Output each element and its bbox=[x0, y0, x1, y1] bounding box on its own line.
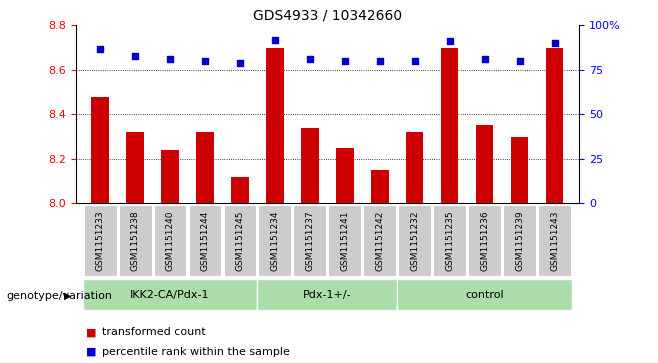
Point bbox=[515, 58, 525, 64]
FancyBboxPatch shape bbox=[224, 205, 257, 276]
Text: GSM1151238: GSM1151238 bbox=[130, 210, 139, 271]
Point bbox=[374, 58, 385, 64]
Point bbox=[409, 58, 420, 64]
Text: ▶: ▶ bbox=[64, 291, 71, 301]
FancyBboxPatch shape bbox=[503, 205, 536, 276]
FancyBboxPatch shape bbox=[397, 280, 572, 310]
FancyBboxPatch shape bbox=[153, 205, 186, 276]
FancyBboxPatch shape bbox=[363, 205, 396, 276]
Text: GSM1151239: GSM1151239 bbox=[515, 210, 524, 271]
FancyBboxPatch shape bbox=[257, 280, 397, 310]
Text: genotype/variation: genotype/variation bbox=[7, 291, 113, 301]
Point bbox=[444, 38, 455, 44]
Point bbox=[305, 56, 315, 62]
Text: GSM1151234: GSM1151234 bbox=[270, 210, 280, 271]
Text: GSM1151236: GSM1151236 bbox=[480, 210, 489, 271]
Point bbox=[164, 56, 175, 62]
FancyBboxPatch shape bbox=[433, 205, 466, 276]
Point bbox=[95, 46, 105, 52]
Point bbox=[549, 40, 560, 46]
FancyBboxPatch shape bbox=[293, 205, 326, 276]
Bar bbox=[406, 132, 424, 203]
Text: Pdx-1+/-: Pdx-1+/- bbox=[303, 290, 351, 300]
Point bbox=[235, 60, 245, 66]
Text: GSM1151241: GSM1151241 bbox=[340, 210, 349, 271]
Point bbox=[480, 56, 490, 62]
FancyBboxPatch shape bbox=[328, 205, 361, 276]
FancyBboxPatch shape bbox=[468, 205, 501, 276]
Text: percentile rank within the sample: percentile rank within the sample bbox=[102, 347, 290, 357]
Bar bbox=[91, 97, 109, 203]
Text: GSM1151233: GSM1151233 bbox=[95, 210, 105, 271]
Text: GSM1151242: GSM1151242 bbox=[375, 210, 384, 271]
Text: GSM1151244: GSM1151244 bbox=[201, 210, 209, 271]
Title: GDS4933 / 10342660: GDS4933 / 10342660 bbox=[253, 9, 402, 23]
Bar bbox=[196, 132, 214, 203]
Text: GSM1151237: GSM1151237 bbox=[305, 210, 315, 271]
Bar bbox=[126, 132, 144, 203]
Text: GSM1151235: GSM1151235 bbox=[445, 210, 454, 271]
FancyBboxPatch shape bbox=[398, 205, 431, 276]
Bar bbox=[476, 126, 494, 203]
Bar bbox=[511, 136, 528, 203]
Bar bbox=[441, 48, 459, 203]
FancyBboxPatch shape bbox=[259, 205, 291, 276]
Text: GSM1151243: GSM1151243 bbox=[550, 210, 559, 271]
Text: GSM1151245: GSM1151245 bbox=[236, 210, 245, 271]
Point bbox=[270, 37, 280, 42]
FancyBboxPatch shape bbox=[189, 205, 222, 276]
Bar bbox=[301, 128, 318, 203]
FancyBboxPatch shape bbox=[118, 205, 151, 276]
Text: GSM1151240: GSM1151240 bbox=[166, 210, 174, 271]
Point bbox=[130, 53, 140, 58]
Bar bbox=[266, 48, 284, 203]
Text: transformed count: transformed count bbox=[102, 327, 206, 337]
Text: ■: ■ bbox=[86, 327, 96, 337]
Point bbox=[340, 58, 350, 64]
Bar bbox=[161, 150, 179, 203]
Bar bbox=[231, 177, 249, 203]
Bar bbox=[336, 148, 353, 203]
Text: IKK2-CA/Pdx-1: IKK2-CA/Pdx-1 bbox=[130, 290, 210, 300]
FancyBboxPatch shape bbox=[84, 205, 116, 276]
Bar bbox=[546, 48, 563, 203]
Text: ■: ■ bbox=[86, 347, 96, 357]
FancyBboxPatch shape bbox=[83, 280, 257, 310]
Bar bbox=[371, 170, 388, 203]
FancyBboxPatch shape bbox=[538, 205, 571, 276]
Text: control: control bbox=[465, 290, 504, 300]
Point bbox=[200, 58, 211, 64]
Text: GSM1151232: GSM1151232 bbox=[410, 210, 419, 271]
